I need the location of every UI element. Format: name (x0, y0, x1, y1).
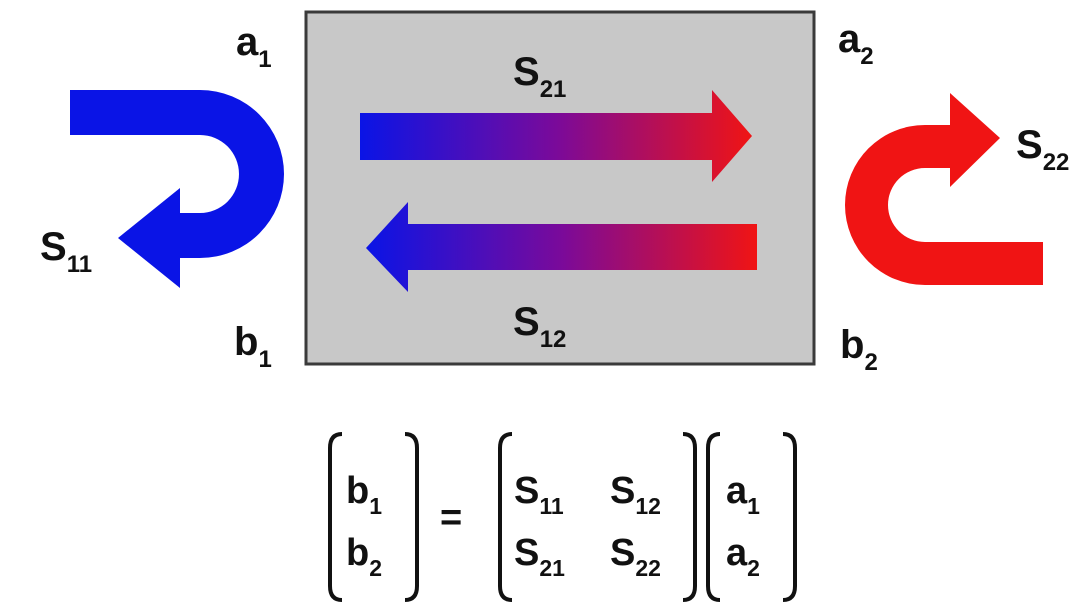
rhs-a2: a2 (726, 532, 760, 581)
s22-label: S22 (1016, 123, 1069, 176)
lhs-right-paren (404, 432, 419, 602)
s21-label: S21 (513, 50, 566, 103)
matrix-s12: S12 (610, 470, 661, 519)
gradient-arrow-right-icon (360, 90, 752, 182)
port-b1-label: b1 (234, 320, 272, 373)
matrix-left-paren (498, 432, 513, 602)
lhs-b2: b2 (346, 532, 382, 581)
matrix-s21: S21 (514, 532, 565, 581)
gradient-arrow-left-icon (366, 202, 757, 292)
port-a2-label: a2 (838, 17, 874, 70)
u-turn-arrow-right-red-icon (845, 93, 1043, 285)
matrix-s22: S22 (610, 532, 661, 581)
rhs-a1: a1 (726, 470, 760, 519)
s11-label: S11 (40, 225, 92, 278)
s-matrix-equation: b1 b2 = S11 S12 S21 S22 a1 a2 (328, 432, 797, 602)
port-a1-label: a1 (236, 20, 272, 73)
equals-sign: = (440, 497, 462, 539)
rhs-right-paren (782, 432, 797, 602)
matrix-right-paren (682, 432, 697, 602)
port-b2-label: b2 (840, 323, 878, 376)
two-port-network-box (304, 10, 816, 366)
matrix-s11: S11 (514, 470, 564, 519)
s12-label: S12 (513, 300, 566, 353)
lhs-left-paren (328, 432, 343, 602)
u-turn-arrow-left-blue-icon (70, 90, 284, 288)
rhs-left-paren (706, 432, 721, 602)
lhs-b1: b1 (346, 470, 382, 519)
